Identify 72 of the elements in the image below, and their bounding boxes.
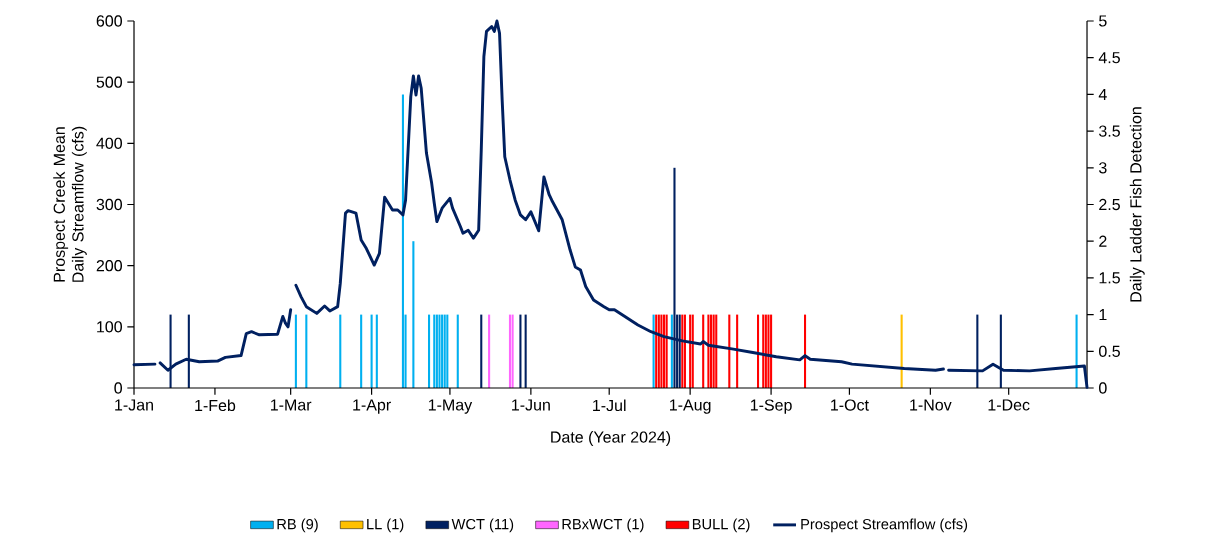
bar bbox=[524, 314, 527, 388]
bar bbox=[456, 314, 459, 388]
bar bbox=[339, 314, 342, 388]
y-tick-label: 400 bbox=[96, 137, 122, 149]
x-tick-label: 1-Sep bbox=[750, 399, 792, 414]
bar bbox=[662, 314, 666, 388]
bar bbox=[488, 314, 491, 388]
legend-label: Prospect Streamflow (cfs) bbox=[801, 518, 968, 533]
bar bbox=[519, 314, 522, 388]
bar bbox=[756, 314, 760, 388]
x-tick-label: 1-Oct bbox=[831, 399, 869, 411]
bar bbox=[446, 314, 449, 388]
legend-label: BULL (2) bbox=[692, 518, 750, 533]
y-tick-label: 100 bbox=[97, 321, 122, 333]
bar bbox=[370, 314, 373, 388]
bar bbox=[375, 314, 378, 388]
bar bbox=[770, 314, 773, 388]
y-axis-title: Prospect Creek Mean Daily Streamflow (cfs) bbox=[53, 126, 87, 282]
bar bbox=[360, 314, 363, 388]
y2-tick-label: 4 bbox=[1098, 88, 1107, 100]
y2-tick-label: 0.5 bbox=[1099, 345, 1120, 357]
y2-tick-label: 0 bbox=[1099, 382, 1107, 394]
y2-tick-label: 2.5 bbox=[1099, 198, 1120, 211]
y-tick-label: 0 bbox=[114, 382, 123, 394]
bar bbox=[707, 314, 710, 388]
x-tick-label: 1-Jan bbox=[115, 399, 153, 411]
legend-label: RB (9) bbox=[277, 518, 318, 533]
y2-tick-label: 1 bbox=[1099, 309, 1107, 321]
bar bbox=[665, 314, 668, 388]
y2-tick-label: 3.5 bbox=[1099, 125, 1120, 137]
x-tick-label: 1-Apr bbox=[353, 399, 391, 414]
y2-tick-label: 2 bbox=[1099, 235, 1107, 247]
x-tick-label: 1-May bbox=[428, 399, 473, 414]
y-tick-label: 200 bbox=[96, 260, 122, 272]
bar bbox=[480, 314, 483, 388]
bar bbox=[438, 314, 441, 388]
legend-label: WCT (11) bbox=[451, 518, 514, 533]
bar bbox=[1075, 314, 1078, 388]
bar bbox=[412, 241, 415, 388]
x-tick-label: 1-Jun bbox=[512, 399, 550, 411]
bar bbox=[401, 94, 404, 388]
y2-tick-label: 3 bbox=[1099, 162, 1107, 174]
bar bbox=[900, 314, 903, 388]
x-tick-label: 1-Dec bbox=[988, 399, 1030, 411]
legend-label: LL (1) bbox=[367, 518, 404, 533]
x-tick-label: 1-Aug bbox=[670, 399, 711, 414]
y-tick-label: 600 bbox=[96, 15, 122, 27]
bar bbox=[511, 314, 514, 388]
y-tick-label: 500 bbox=[96, 76, 122, 88]
y2-axis-title: Daily Ladder Fish Detection bbox=[1129, 107, 1145, 302]
bar bbox=[508, 314, 512, 388]
bar bbox=[660, 314, 663, 388]
x-tick-label: 1-Mar bbox=[270, 399, 312, 411]
x-tick-label: 1-Jul bbox=[593, 399, 626, 412]
bar bbox=[670, 314, 673, 388]
x-tick-label: 1-Feb bbox=[195, 399, 236, 412]
y2-tick-label: 1.5 bbox=[1099, 272, 1120, 284]
bar bbox=[428, 314, 431, 388]
legend-label: RBxWCT (1) bbox=[562, 518, 644, 533]
bar bbox=[715, 314, 718, 388]
y-tick-label: 300 bbox=[96, 198, 122, 211]
x-tick-label: 1-Nov bbox=[910, 399, 952, 411]
bar bbox=[767, 314, 770, 388]
bar bbox=[728, 314, 731, 388]
x-axis-title: Date (Year 2024) bbox=[551, 431, 671, 446]
bar bbox=[294, 314, 297, 388]
y2-tick-label: 5 bbox=[1099, 15, 1107, 27]
bar bbox=[712, 314, 715, 388]
bar bbox=[736, 314, 739, 388]
bar bbox=[305, 314, 308, 388]
y2-tick-label: 4.5 bbox=[1098, 52, 1120, 64]
bar bbox=[709, 314, 713, 388]
